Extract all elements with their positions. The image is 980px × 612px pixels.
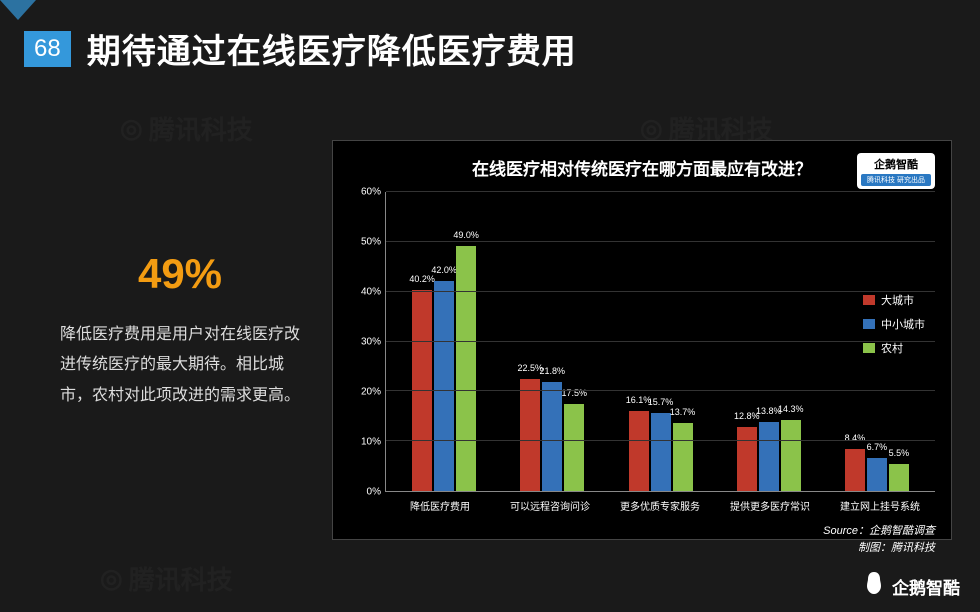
y-tick-label: 30% <box>361 337 381 348</box>
plot: 40.2%42.0%49.0%22.5%21.8%17.5%16.1%15.7%… <box>385 192 935 492</box>
bar-value-label: 40.2% <box>409 274 435 284</box>
bar-value-label: 21.8% <box>540 366 566 376</box>
bar: 14.3% <box>781 420 801 492</box>
top-accent-triangle <box>0 0 36 20</box>
highlight-value: 49% <box>60 250 300 298</box>
x-tick-label: 建立网上挂号系统 <box>825 498 935 513</box>
legend-swatch <box>863 343 875 353</box>
legend-swatch <box>863 295 875 305</box>
bar-value-label: 5.5% <box>889 448 910 458</box>
y-axis: 0%10%20%30%40%50%60% <box>349 192 385 492</box>
legend-item: 中小城市 <box>863 316 925 332</box>
grid-line <box>386 191 935 192</box>
bar: 6.7% <box>867 458 887 492</box>
x-tick-label: 更多优质专家服务 <box>605 498 715 513</box>
y-tick-label: 20% <box>361 387 381 398</box>
bar: 15.7% <box>651 413 671 492</box>
bar-group: 40.2%42.0%49.0% <box>390 192 498 491</box>
slide-number: 68 <box>24 31 71 67</box>
chart-panel: 在线医疗相对传统医疗在哪方面最应有改进？ 企鹅智酷 腾讯科技 研究出品 0% 10… <box>332 140 952 540</box>
legend-label: 大城市 <box>881 292 914 308</box>
watermark: ◎腾讯科技 <box>100 560 233 597</box>
bar-groups: 40.2%42.0%49.0%22.5%21.8%17.5%16.1%15.7%… <box>386 192 935 491</box>
bar-group: 12.8%13.8%14.3% <box>715 192 823 491</box>
footer-brand: 企鹅智酷 <box>862 570 960 602</box>
watermark: ◎腾讯科技 <box>120 110 253 147</box>
bar: 16.1% <box>629 411 649 492</box>
source-line2: 制图：腾讯科技 <box>349 540 935 557</box>
bar: 13.7% <box>673 423 693 492</box>
bar: 5.5% <box>889 464 909 492</box>
source-line1: Source：企鹅智酷调查 <box>349 523 935 540</box>
bar-value-label: 42.0% <box>431 265 457 275</box>
legend-item: 农村 <box>863 340 925 356</box>
x-tick-label: 提供更多医疗常识 <box>715 498 825 513</box>
chart-header: 在线医疗相对传统医疗在哪方面最应有改进？ 企鹅智酷 腾讯科技 研究出品 <box>349 155 935 180</box>
plot-area: 0%10%20%30%40%50%60% 40.2%42.0%49.0%22.5… <box>349 192 935 492</box>
grid-line <box>386 440 935 441</box>
bar-value-label: 17.5% <box>562 388 588 398</box>
highlight-block: 49% 降低医疗费用是用户对在线医疗改进传统医疗的最大期待。相比城市，农村对此项… <box>60 250 300 411</box>
grid-line <box>386 241 935 242</box>
bar-value-label: 6.7% <box>867 442 888 452</box>
brand-line2: 腾讯科技 研究出品 <box>861 174 931 186</box>
legend: 大城市中小城市农村 <box>863 292 925 364</box>
bar-value-label: 15.7% <box>648 397 674 407</box>
legend-swatch <box>863 319 875 329</box>
highlight-description: 降低医疗费用是用户对在线医疗改进传统医疗的最大期待。相比城市，农村对此项改进的需… <box>60 320 300 411</box>
x-axis-labels: 降低医疗费用可以远程咨询问诊更多优质专家服务提供更多医疗常识建立网上挂号系统 <box>385 498 935 513</box>
bar-group: 16.1%15.7%13.7% <box>606 192 714 491</box>
penguin-icon <box>862 570 886 602</box>
chart-source: Source：企鹅智酷调查 制图：腾讯科技 <box>349 523 935 556</box>
bar: 42.0% <box>434 281 454 491</box>
bar-value-label: 13.7% <box>670 407 696 417</box>
x-tick-label: 降低医疗费用 <box>385 498 495 513</box>
grid-line <box>386 341 935 342</box>
y-tick-label: 10% <box>361 437 381 448</box>
grid-line <box>386 390 935 391</box>
top-bar <box>0 0 980 8</box>
bar: 17.5% <box>564 404 584 492</box>
y-tick-label: 60% <box>361 187 381 198</box>
x-tick-label: 可以远程咨询问诊 <box>495 498 605 513</box>
header: 68 期待通过在线医疗降低医疗费用 <box>24 24 577 73</box>
legend-label: 中小城市 <box>881 316 925 332</box>
bar-value-label: 14.3% <box>778 404 804 414</box>
y-tick-label: 40% <box>361 287 381 298</box>
bar: 12.8% <box>737 427 757 491</box>
bar-value-label: 49.0% <box>453 230 479 240</box>
legend-label: 农村 <box>881 340 903 356</box>
bar: 21.8% <box>542 382 562 491</box>
bar: 13.8% <box>759 422 779 491</box>
bar-group: 22.5%21.8%17.5% <box>498 192 606 491</box>
y-tick-label: 0% <box>367 487 381 498</box>
bar: 8.4% <box>845 449 865 491</box>
chart-title: 在线医疗相对传统医疗在哪方面最应有改进？ <box>472 155 812 180</box>
legend-item: 大城市 <box>863 292 925 308</box>
y-tick-label: 50% <box>361 237 381 248</box>
page-title: 期待通过在线医疗降低医疗费用 <box>87 24 577 73</box>
bar-value-label: 8.4% <box>845 433 866 443</box>
footer-brand-text: 企鹅智酷 <box>892 574 960 599</box>
brand-line1: 企鹅智酷 <box>861 156 931 172</box>
chart-brand-badge: 企鹅智酷 腾讯科技 研究出品 <box>857 153 935 189</box>
bar: 22.5% <box>520 379 540 492</box>
grid-line <box>386 291 935 292</box>
bar: 49.0% <box>456 246 476 491</box>
